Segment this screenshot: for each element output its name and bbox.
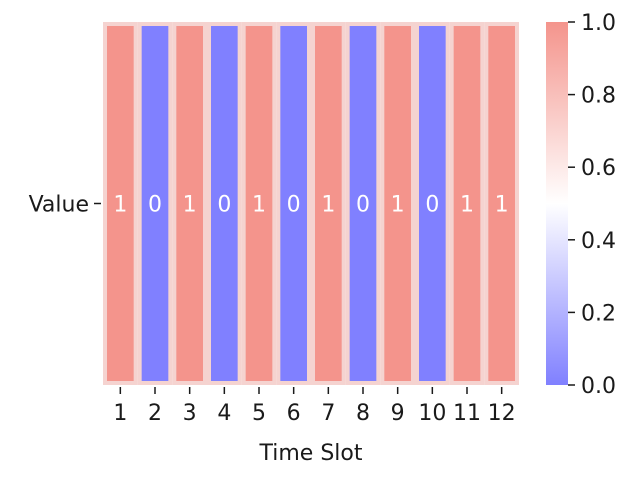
heatmap-cell-7 (311, 22, 346, 385)
heatmap-cell-1 (103, 22, 138, 385)
colorbar: 0.0 0.2 0.4 0.6 0.8 1.0 (546, 11, 616, 399)
heatmap-cell-3 (172, 22, 207, 385)
colorbar-tick-label: 0.8 (581, 84, 616, 109)
cell-annotation: 1 (460, 193, 474, 218)
cell-annotation: 0 (148, 193, 162, 218)
x-tick-label: 12 (488, 401, 516, 426)
heatmap-cell-6 (276, 22, 312, 385)
x-tick-label: 8 (356, 401, 370, 426)
colorbar-tick-label: 0.6 (581, 156, 616, 181)
heatmap-cells (103, 22, 520, 385)
x-tick-label: 3 (183, 401, 197, 426)
colorbar-tick-label: 0.4 (581, 229, 616, 254)
cell-annotation: 1 (495, 193, 509, 218)
cell-annotation: 1 (321, 193, 335, 218)
x-axis-title: Time Slot (259, 441, 363, 466)
x-axis: 1 2 3 4 5 6 7 8 9 10 11 12 (113, 387, 516, 426)
x-tick-label: 4 (217, 401, 231, 426)
cell-annotation: 0 (356, 193, 370, 218)
cell-annotation: 0 (287, 193, 301, 218)
heatmap-cell-5 (241, 22, 277, 385)
x-tick-label: 9 (391, 401, 405, 426)
colorbar-gradient (546, 22, 568, 385)
cell-annotation: 1 (183, 193, 197, 218)
x-tick-label: 5 (252, 401, 266, 426)
heatmap-cell-10 (415, 22, 450, 385)
cell-annotation: 0 (217, 193, 231, 218)
cell-annotation: 1 (113, 193, 127, 218)
cell-annotation: 1 (252, 193, 266, 218)
x-tick-label: 10 (418, 401, 446, 426)
colorbar-tick-label: 1.0 (581, 11, 616, 36)
heatmap-cell-12 (484, 22, 520, 385)
heatmap-cell-8 (345, 22, 381, 385)
cell-annotation: 1 (391, 193, 405, 218)
heatmap-cell-11 (449, 22, 485, 385)
x-tick-label: 7 (321, 401, 335, 426)
x-tick-label: 6 (287, 401, 301, 426)
colorbar-tick-label: 0.2 (581, 301, 616, 326)
heatmap-cell-2 (137, 22, 173, 385)
x-tick-label: 11 (453, 401, 481, 426)
y-axis: Value (29, 193, 101, 218)
cell-annotation: 0 (425, 193, 439, 218)
heatmap-cell-4 (207, 22, 242, 385)
heatmap-cell-9 (380, 22, 416, 385)
x-tick-label: 2 (148, 401, 162, 426)
x-tick-label: 1 (113, 401, 127, 426)
colorbar-tick-label: 0.0 (581, 374, 616, 399)
y-tick-label: Value (29, 193, 89, 218)
